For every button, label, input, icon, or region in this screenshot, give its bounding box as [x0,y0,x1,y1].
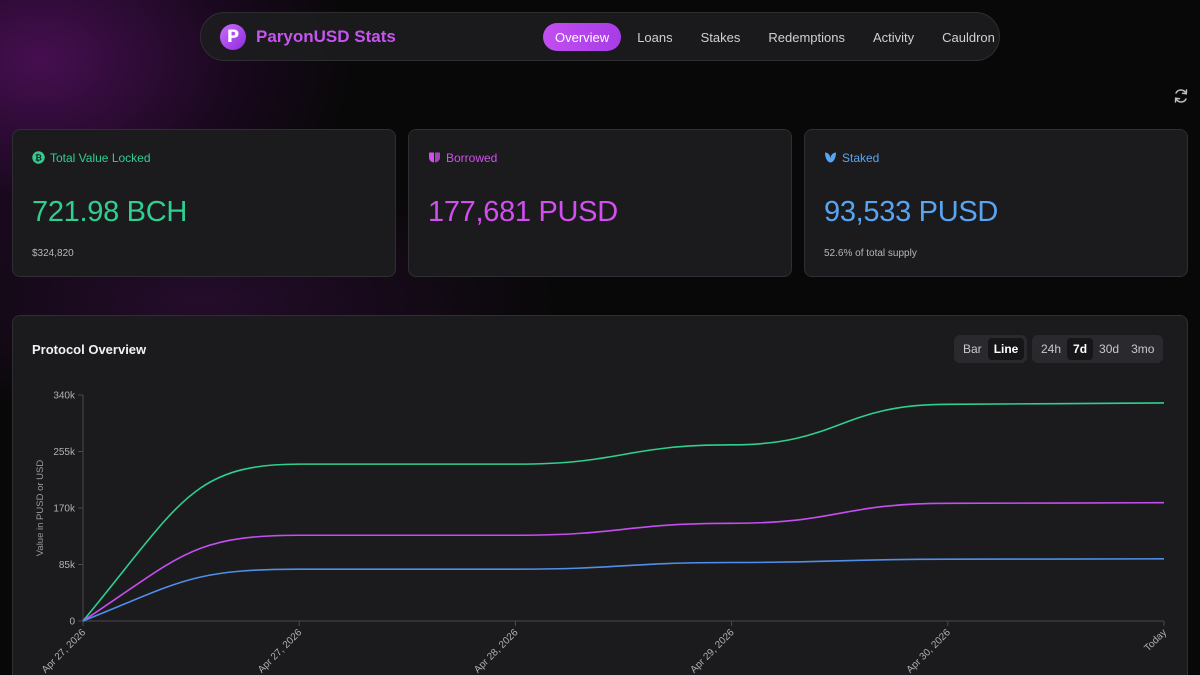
chart-title: Protocol Overview [32,342,147,357]
top-navbar: P ParyonUSD Stats Overview Loans Stakes … [200,12,1000,61]
staked-value: 93,533 PUSD [824,196,999,228]
y-tick-label: 255k [53,447,76,458]
range-30d-button[interactable]: 30d [1099,342,1120,356]
series-line-0 [82,402,1165,622]
range-3mo-button[interactable]: 3mo [1131,342,1155,356]
borrow-icon [429,152,440,163]
tab-activity[interactable]: Activity [872,29,915,45]
svg-text:₿: ₿ [35,153,42,164]
chart-type-bar-button[interactable]: Bar [963,342,982,356]
y-tick-label: 0 [69,617,75,628]
chart-type-line-button[interactable]: Line [987,338,1025,360]
time-range-toggle: 24h 7d 30d 3mo [1032,335,1164,363]
series-line-2 [82,558,1165,622]
y-tick-label: 340k [53,391,76,402]
stake-icon [825,152,836,163]
x-tick-label: Apr 28, 2026 [472,627,521,675]
x-tick-label: Today [1142,627,1169,654]
tab-cauldron[interactable]: Cauldron [942,29,995,45]
x-tick-label: Apr 29, 2026 [688,627,737,675]
chart-type-toggle: Bar Line [954,335,1028,363]
protocol-overview-panel: Protocol Overview Bar Line 24h 7d 30d 3m… [12,315,1188,675]
brand-title[interactable]: ParyonUSD Stats [256,27,396,46]
staked-label: Staked [842,151,880,165]
tvl-value: 721.98 BCH [32,196,187,228]
protocol-line-chart: 0 85k 170k 255k 340k Value in PUSD or USD Apr … [35,391,1169,675]
range-7d-button[interactable]: 7d [1067,338,1094,360]
nav-tabs: Overview Loans Stakes Redemptions Activi… [543,23,1011,51]
tvl-usd-value: $324,820 [32,248,74,259]
x-tick-label: Apr 27, 2026 [40,627,89,675]
y-axis-label: Value in PUSD or USD [35,460,46,557]
tvl-card: ₿ Total Value Locked 721.98 BCH $324,820 [12,129,396,277]
staked-supply-share: 52.6% of total supply [824,248,917,259]
tab-redemptions[interactable]: Redemptions [768,29,845,45]
bitcoin-cash-icon: ₿ [32,151,45,164]
range-24h-button[interactable]: 24h [1041,342,1062,356]
borrowed-value: 177,681 PUSD [428,196,618,228]
borrowed-label: Borrowed [446,151,498,165]
tab-stakes[interactable]: Stakes [700,29,741,45]
x-tick-label: Apr 27, 2026 [256,627,305,675]
borrowed-card: Borrowed 177,681 PUSD [408,129,792,277]
y-tick-label: 85k [59,560,76,571]
logo-letter: P [226,27,240,47]
staked-card: Staked 93,533 PUSD 52.6% of total supply [804,129,1188,277]
tab-loans[interactable]: Loans [637,29,673,45]
series-line-1 [82,501,1165,622]
y-tick-label: 170k [53,504,76,515]
paryon-logo-icon[interactable]: P [220,24,246,50]
refresh-icon[interactable] [1172,87,1190,105]
tvl-label: Total Value Locked [50,151,151,165]
x-tick-label: Apr 30, 2026 [905,627,954,675]
tab-overview[interactable]: Overview [543,23,622,51]
